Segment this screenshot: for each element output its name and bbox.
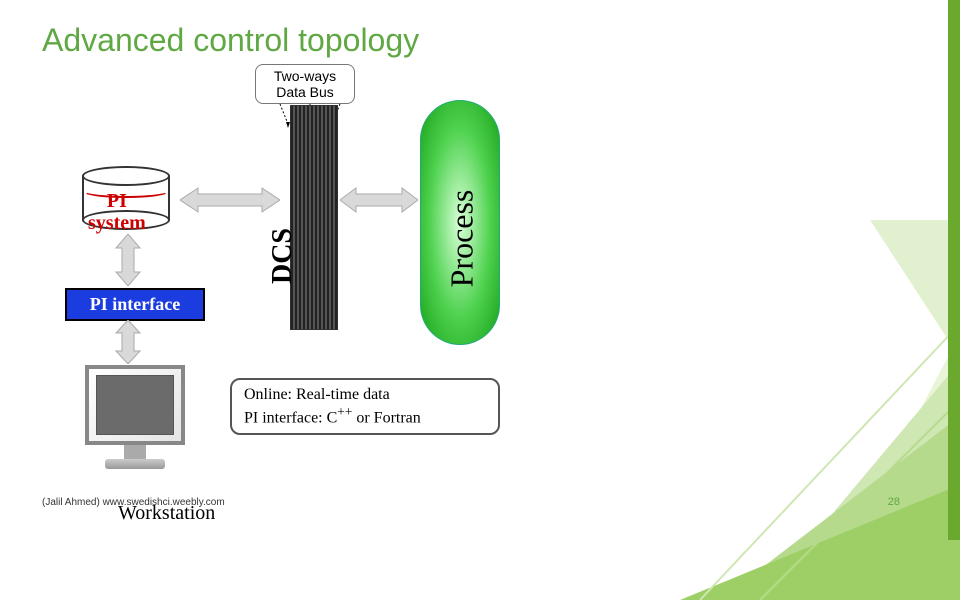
two-ways-line2: Data Bus (266, 84, 344, 100)
footer-text: (Jalil Ahmed) www.swedishci.weebly.com (42, 497, 225, 508)
process-label: Process (443, 190, 480, 288)
slide-sidebar-accent (948, 0, 960, 540)
two-ways-line1: Two-ways (266, 68, 344, 84)
pi-interface-box: PI interface (65, 288, 205, 321)
arrow-bi-icon (114, 320, 142, 364)
dcs-label: DCS (267, 228, 299, 284)
info-line-online: Online: Real-time data (244, 386, 486, 404)
pi-interface-label: PI interface (90, 294, 180, 314)
info-box: Online: Real-time data PI interface: C++… (230, 378, 500, 435)
arrow-bi-icon (180, 186, 280, 214)
page-title: Advanced control topology (0, 0, 960, 59)
arrow-bi-icon (340, 186, 418, 214)
topology-diagram: Two-ways Data Bus DCS Process PI system … (40, 70, 690, 520)
arrow-bi-icon (114, 234, 142, 286)
dcs-bus-bar (290, 105, 338, 330)
workstation-icon (80, 365, 190, 485)
info-line-interface: PI interface: C++ or Fortran (244, 404, 486, 427)
two-ways-box: Two-ways Data Bus (255, 64, 355, 104)
page-number: 28 (888, 496, 900, 508)
